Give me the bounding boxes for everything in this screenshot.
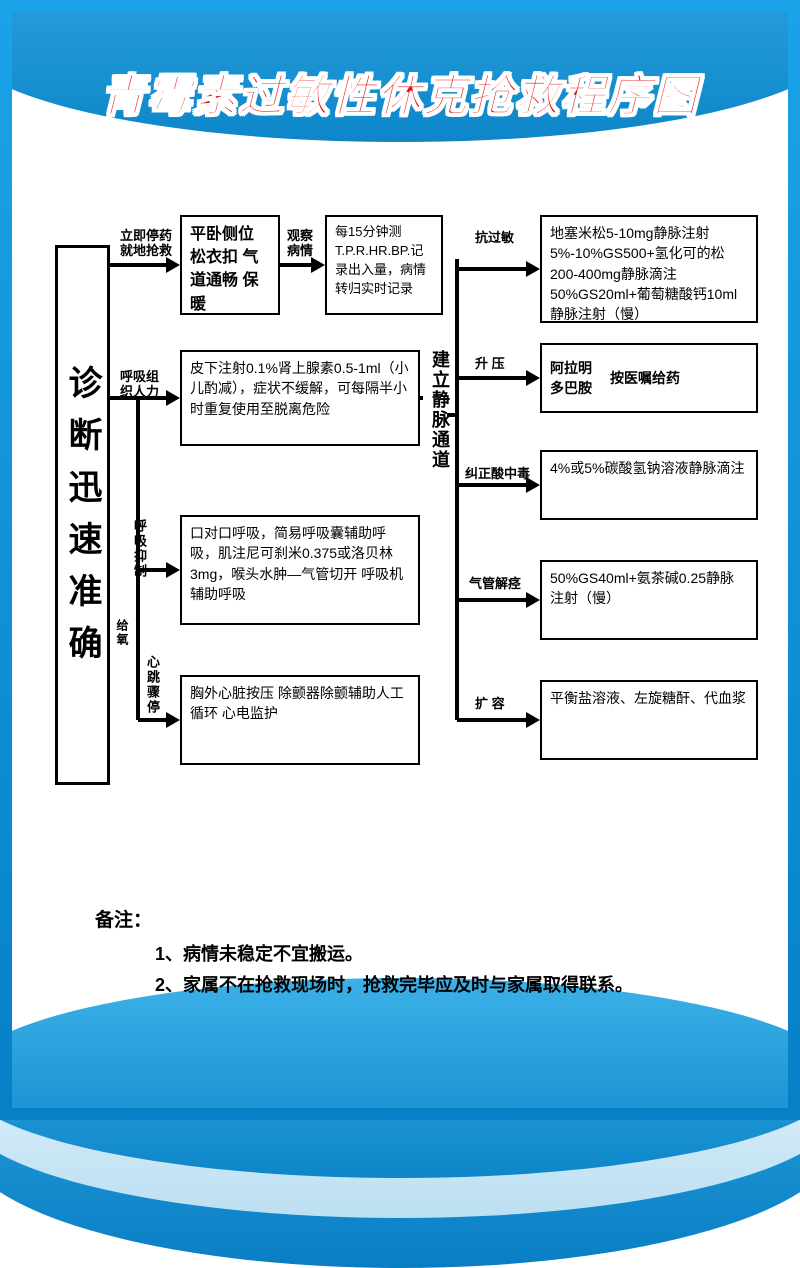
notes-item: 2、家属不在抢救现场时，抢救完毕应及时与家属取得联系。 bbox=[95, 970, 760, 1001]
edge-label: 立即停药 就地抢救 bbox=[120, 229, 172, 259]
edge-label: 呼吸抑制 bbox=[130, 519, 149, 579]
flowchart: 诊断迅速准确 平卧侧位 松衣扣 气道通畅 保暖立即停药 就地抢救 每15分钟测T.P… bbox=[55, 215, 755, 920]
left-box-0: 平卧侧位 松衣扣 气道通畅 保暖 bbox=[180, 215, 280, 315]
right-box-4: 平衡盐溶液、左旋糖酐、代血浆 bbox=[540, 680, 758, 760]
edge-label: 扩 容 bbox=[475, 697, 505, 712]
oxygen-label: 给氧 bbox=[114, 619, 131, 647]
edge-label: 抗过敏 bbox=[475, 231, 514, 246]
notes-header: 备注： bbox=[95, 905, 760, 937]
left-box-2: 口对口呼吸，简易呼吸囊辅助呼吸，肌注尼可刹米0.375或洛贝林3mg，喉头水肿—… bbox=[180, 515, 420, 625]
right-box-1: 阿拉明 多巴胺按医嘱给药 bbox=[540, 343, 758, 413]
edge-label: 观察 病情 bbox=[287, 229, 313, 259]
right-box-0: 地塞米松5-10mg静脉注射 5%-10%GS500+氢化可的松200-400m… bbox=[540, 215, 758, 323]
edge-label: 气管解痉 bbox=[469, 577, 521, 592]
left-box-3: 胸外心脏按压 除颤器除颤辅助人工循环 心电监护 bbox=[180, 675, 420, 765]
edge-label: 升 压 bbox=[475, 357, 505, 372]
edge-label: 呼吸组 织人力 bbox=[120, 370, 159, 400]
page-title: 青霉素过敏性休克抢救程序图 bbox=[0, 60, 800, 124]
right-box-3: 50%GS40ml+氨茶碱0.25静脉注射（慢） bbox=[540, 560, 758, 640]
right-box-2: 4%或5%碳酸氢钠溶液静脉滴注 bbox=[540, 450, 758, 520]
notes-item: 1、病情未稳定不宜搬运。 bbox=[95, 939, 760, 970]
root-box: 诊断迅速准确 bbox=[55, 245, 110, 785]
mid-label: 建立静脉通道 bbox=[427, 350, 453, 470]
notes: 备注： 1、病情未稳定不宜搬运。 2、家属不在抢救现场时，抢救完毕应及时与家属取… bbox=[95, 905, 760, 1000]
left-box-0-b: 每15分钟测T.P.R.HR.BP.记录出入量，病情转归实时记录 bbox=[325, 215, 443, 315]
edge-label: 纠正酸中毒 bbox=[465, 467, 530, 482]
left-box-1: 皮下注射0.1%肾上腺素0.5-1ml（小儿酌减），症状不缓解，可每隔半小时重复… bbox=[180, 350, 420, 446]
edge-label: 心跳骤停 bbox=[143, 655, 162, 715]
